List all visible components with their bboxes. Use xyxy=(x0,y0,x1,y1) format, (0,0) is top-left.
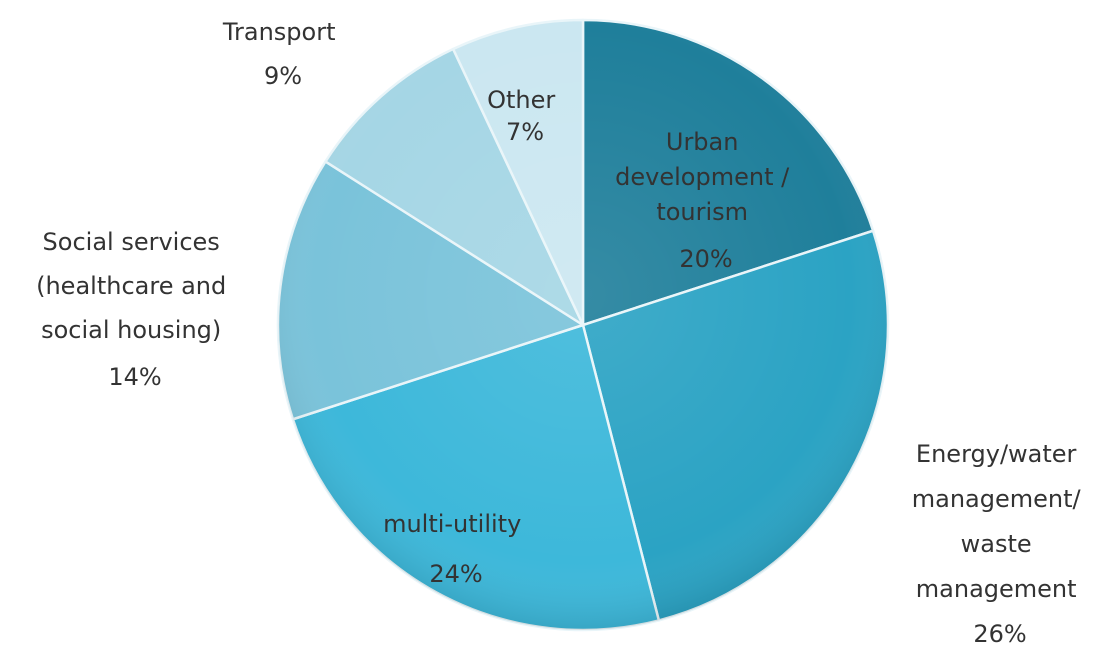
pie-slices xyxy=(276,18,890,632)
slice-label-urban-development: Urban development / tourism 20% xyxy=(615,128,797,273)
data-label-energy-water-waste: 26% xyxy=(973,620,1026,648)
data-label-multi-utility: 24% xyxy=(429,560,482,588)
data-label-social-services: 14% xyxy=(108,363,161,391)
slice-label-other: Other 7% xyxy=(487,86,563,146)
slice-label-multi-utility: multi-utility 24% xyxy=(383,510,529,588)
slice-label-transport: Transport 9% xyxy=(222,18,343,90)
data-label-urban-development: 20% xyxy=(679,245,732,273)
data-label-other: 7% xyxy=(506,118,544,146)
data-label-transport: 9% xyxy=(264,62,302,90)
slice-label-social-services: Social services (healthcare and social h… xyxy=(36,228,234,391)
slice-label-energy-water-waste: Energy/water management/ waste managemen… xyxy=(912,440,1089,648)
